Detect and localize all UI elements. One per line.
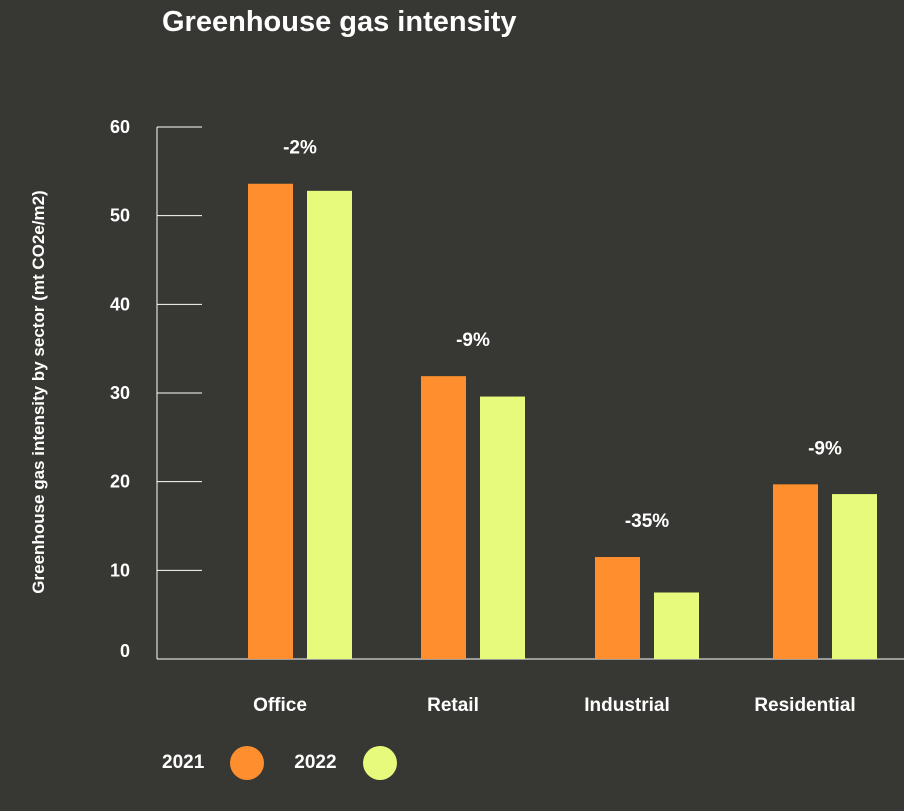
bar-office-2021 [248,183,293,659]
bar-retail-2022 [480,396,525,659]
percent-change-label: -9% [808,438,842,459]
percent-change-label: -9% [456,330,490,351]
legend-item-2022: 2022 [294,746,397,780]
y-tick-label: 40 [110,294,130,314]
legend-label-2022: 2022 [294,752,337,773]
y-tick-label: 0 [120,641,130,661]
legend-swatch-2021 [230,746,265,780]
bar-industrial-2021 [595,557,640,659]
percent-change-label: -2% [283,138,317,159]
category-label-office: Office [253,695,307,716]
bars [248,183,877,659]
y-tick-label: 30 [110,383,130,403]
category-label-retail: Retail [427,695,479,716]
y-tick-label: 10 [110,560,130,580]
y-tick-label: 20 [110,472,130,492]
bar-industrial-2022 [654,592,699,659]
percent-change-label: -35% [625,511,669,532]
legend-item-2021: 2021 [162,746,265,780]
category-labels: Office Retail Industrial Residential [253,695,856,716]
percent-change-labels: -2% -9% -35% -9% [283,138,842,532]
legend-swatch-2022 [362,746,397,780]
chart-title: Greenhouse gas intensity [162,6,517,38]
bar-retail-2021 [421,376,466,659]
legend: 2021 2022 [162,746,427,780]
y-tick-label: 60 [110,117,130,137]
bar-chart: Greenhouse gas intensity by sector (mt C… [29,117,904,716]
y-tick-label: 50 [110,206,130,226]
bar-office-2022 [307,190,352,659]
category-label-industrial: Industrial [584,695,670,716]
y-ticks: 0 10 20 30 40 50 60 [110,117,202,661]
category-label-residential: Residential [754,695,855,716]
legend-label-2021: 2021 [162,752,205,773]
y-axis-title: Greenhouse gas intensity by sector (mt C… [29,190,48,593]
bar-residential-2022 [832,494,877,659]
bar-residential-2021 [773,484,818,659]
